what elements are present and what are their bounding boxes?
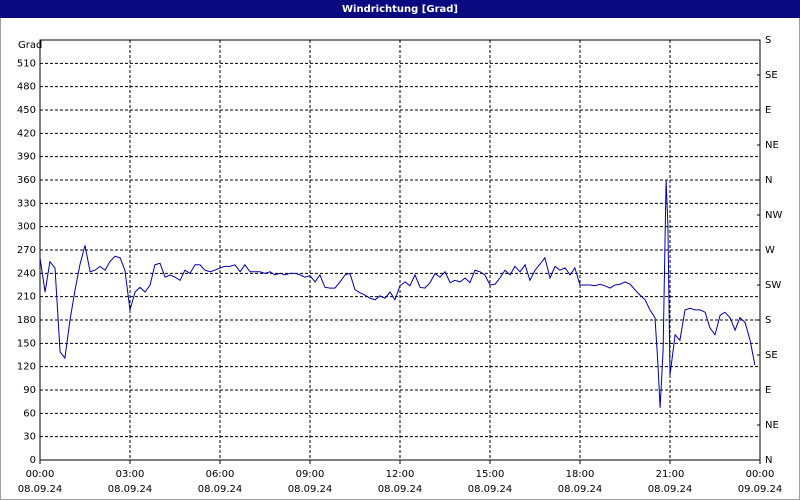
x-tick-date: 08.09.24: [198, 484, 243, 495]
x-tick-date: 08.09.24: [108, 484, 153, 495]
y-tick-label: 360: [17, 175, 36, 186]
data-line: [39, 179, 756, 408]
y2-tick-label: W: [765, 245, 775, 256]
y-tick-label: 450: [17, 105, 36, 116]
x-tick-label: 15:00: [476, 469, 505, 480]
x-tick-label: 12:00: [386, 469, 415, 480]
x-tick-label: 00:00: [746, 469, 775, 480]
y2-tick-label: S: [765, 315, 771, 326]
y2-tick-label: NE: [765, 140, 779, 151]
y-tick-label: 480: [17, 82, 36, 93]
x-tick-date: 08.09.24: [468, 484, 513, 495]
x-tick-label: 03:00: [116, 469, 145, 480]
y2-tick-label: SE: [765, 70, 778, 81]
y2-tick-label: SE: [765, 350, 778, 361]
x-tick-date: 08.09.24: [288, 484, 333, 495]
x-tick-label: 18:00: [566, 469, 595, 480]
y-tick-label: 420: [17, 128, 36, 139]
y2-tick-label: S: [765, 35, 771, 46]
y2-tick-label: N: [765, 175, 772, 186]
x-tick-label: 21:00: [656, 469, 685, 480]
y2-tick-label: NW: [765, 210, 782, 221]
y2-tick-label: E: [765, 105, 771, 116]
y-tick-label: 120: [17, 362, 36, 373]
y-tick-label: 390: [17, 152, 36, 163]
y-tick-label: 510: [17, 58, 36, 69]
y2-tick-label: NE: [765, 420, 779, 431]
chart-title: Windrichtung [Grad]: [342, 4, 458, 15]
x-tick-date: 08.09.24: [648, 484, 693, 495]
x-tick-date: 08.09.24: [378, 484, 423, 495]
x-tick-label: 00:00: [26, 469, 55, 480]
x-tick-label: 06:00: [206, 469, 235, 480]
y-tick-label: 300: [17, 222, 36, 233]
y2-tick-label: N: [765, 455, 772, 466]
y-tick-label: 210: [17, 292, 36, 303]
y-tick-label: 60: [23, 408, 36, 419]
y-tick-label: 150: [17, 338, 36, 349]
y-tick-label: 0: [30, 455, 36, 466]
y-tick-label: 330: [17, 198, 36, 209]
plot-border: [39, 39, 761, 461]
x-tick-date: 08.09.24: [18, 484, 63, 495]
y-tick-label: 180: [17, 315, 36, 326]
x-tick-date: 08.09.24: [558, 484, 603, 495]
y-axis-label: Grad: [18, 40, 42, 51]
y-tick-label: 30: [23, 432, 36, 443]
y2-tick-label: E: [765, 385, 771, 396]
y-tick-label: 90: [23, 385, 36, 396]
x-tick-label: 09:00: [296, 469, 325, 480]
title-bar: [0, 0, 800, 18]
y-tick-label: 240: [17, 268, 36, 279]
y-tick-label: 270: [17, 245, 36, 256]
x-tick-date: 09.09.24: [738, 484, 783, 495]
y2-tick-label: SW: [765, 280, 781, 291]
